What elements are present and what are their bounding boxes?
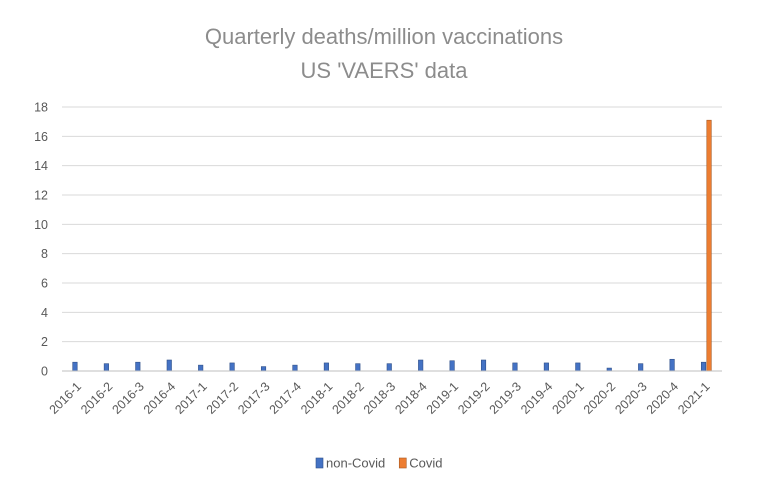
x-tick-label: 2018-4 [392,379,429,416]
y-tick-label: 6 [41,277,48,291]
bar-covid-2021-1 [706,119,712,372]
x-tick-label: 2017-4 [267,379,304,416]
bar-non-covid-2018-3 [386,363,392,372]
legend-swatch [315,457,324,469]
x-tick-label: 2018-2 [329,379,366,416]
y-tick-label: 8 [41,247,48,261]
bar-non-covid-2016-3 [135,361,141,372]
bar-non-covid-2016-4 [166,359,172,372]
chart-title-line-2: US 'VAERS' data [301,58,469,83]
x-tick-label: 2017-2 [204,379,241,416]
bar-non-covid-2019-3 [512,362,518,372]
x-tick-label: 2016-2 [78,379,115,416]
bar-non-covid-2020-1 [575,362,581,372]
bar-non-covid-2019-4 [543,362,549,372]
x-tick-label: 2019-1 [424,379,461,416]
x-tick-label: 2021-1 [675,379,712,416]
chart-title-line-1: Quarterly deaths/million vaccinations [205,24,563,49]
y-axis-ticks: 0 2 4 6 8 10 12 14 16 18 [34,101,48,379]
legend-label: Covid [409,456,442,471]
bar-non-covid-2017-2 [229,362,235,372]
bar-non-covid-2016-2 [103,363,109,372]
x-tick-label: 2020-2 [581,379,618,416]
y-tick-label: 2 [41,335,48,349]
bar-non-covid-2018-4 [418,359,424,372]
bars [72,119,712,372]
x-tick-label: 2016-3 [109,379,146,416]
y-tick-label: 18 [34,101,48,115]
gridlines [62,106,722,343]
y-tick-label: 4 [41,306,48,320]
x-tick-label: 2018-3 [361,379,398,416]
bar-non-covid-2020-4 [669,358,675,372]
y-tick-label: 10 [34,218,48,232]
x-tick-label: 2017-1 [172,379,209,416]
x-tick-label: 2020-3 [612,379,649,416]
x-tick-label: 2019-3 [487,379,524,416]
legend-swatch [398,457,407,469]
x-tick-label: 2016-4 [141,379,178,416]
bar-non-covid-2019-1 [449,360,455,372]
y-tick-label: 16 [34,130,48,144]
bar-non-covid-2021-1 [700,361,707,372]
bar-non-covid-2020-3 [638,363,644,372]
x-tick-label: 2020-4 [644,379,681,416]
x-tick-label: 2018-1 [298,379,335,416]
x-tick-label: 2016-1 [47,379,84,416]
x-tick-label: 2017-3 [235,379,272,416]
y-tick-label: 12 [34,189,48,203]
x-tick-label: 2019-2 [455,379,492,416]
bar-non-covid-2017-3 [260,366,267,372]
bar-non-covid-2017-1 [198,364,204,372]
x-tick-label: 2020-1 [549,379,586,416]
bar-non-covid-2018-2 [355,363,361,372]
bar-non-covid-2017-4 [292,364,298,372]
legend-label: non-Covid [326,456,385,471]
bar-non-covid-2016-1 [72,361,78,372]
y-tick-label: 0 [41,365,48,379]
x-tick-label: 2019-4 [518,379,555,416]
x-axis-ticks: 2016-12016-22016-32016-42017-12017-22017… [47,379,713,416]
bar-non-covid-2018-1 [323,362,329,372]
y-tick-label: 14 [34,159,48,173]
legend: non-Covid Covid [315,456,443,471]
bar-non-covid-2019-2 [480,359,487,372]
